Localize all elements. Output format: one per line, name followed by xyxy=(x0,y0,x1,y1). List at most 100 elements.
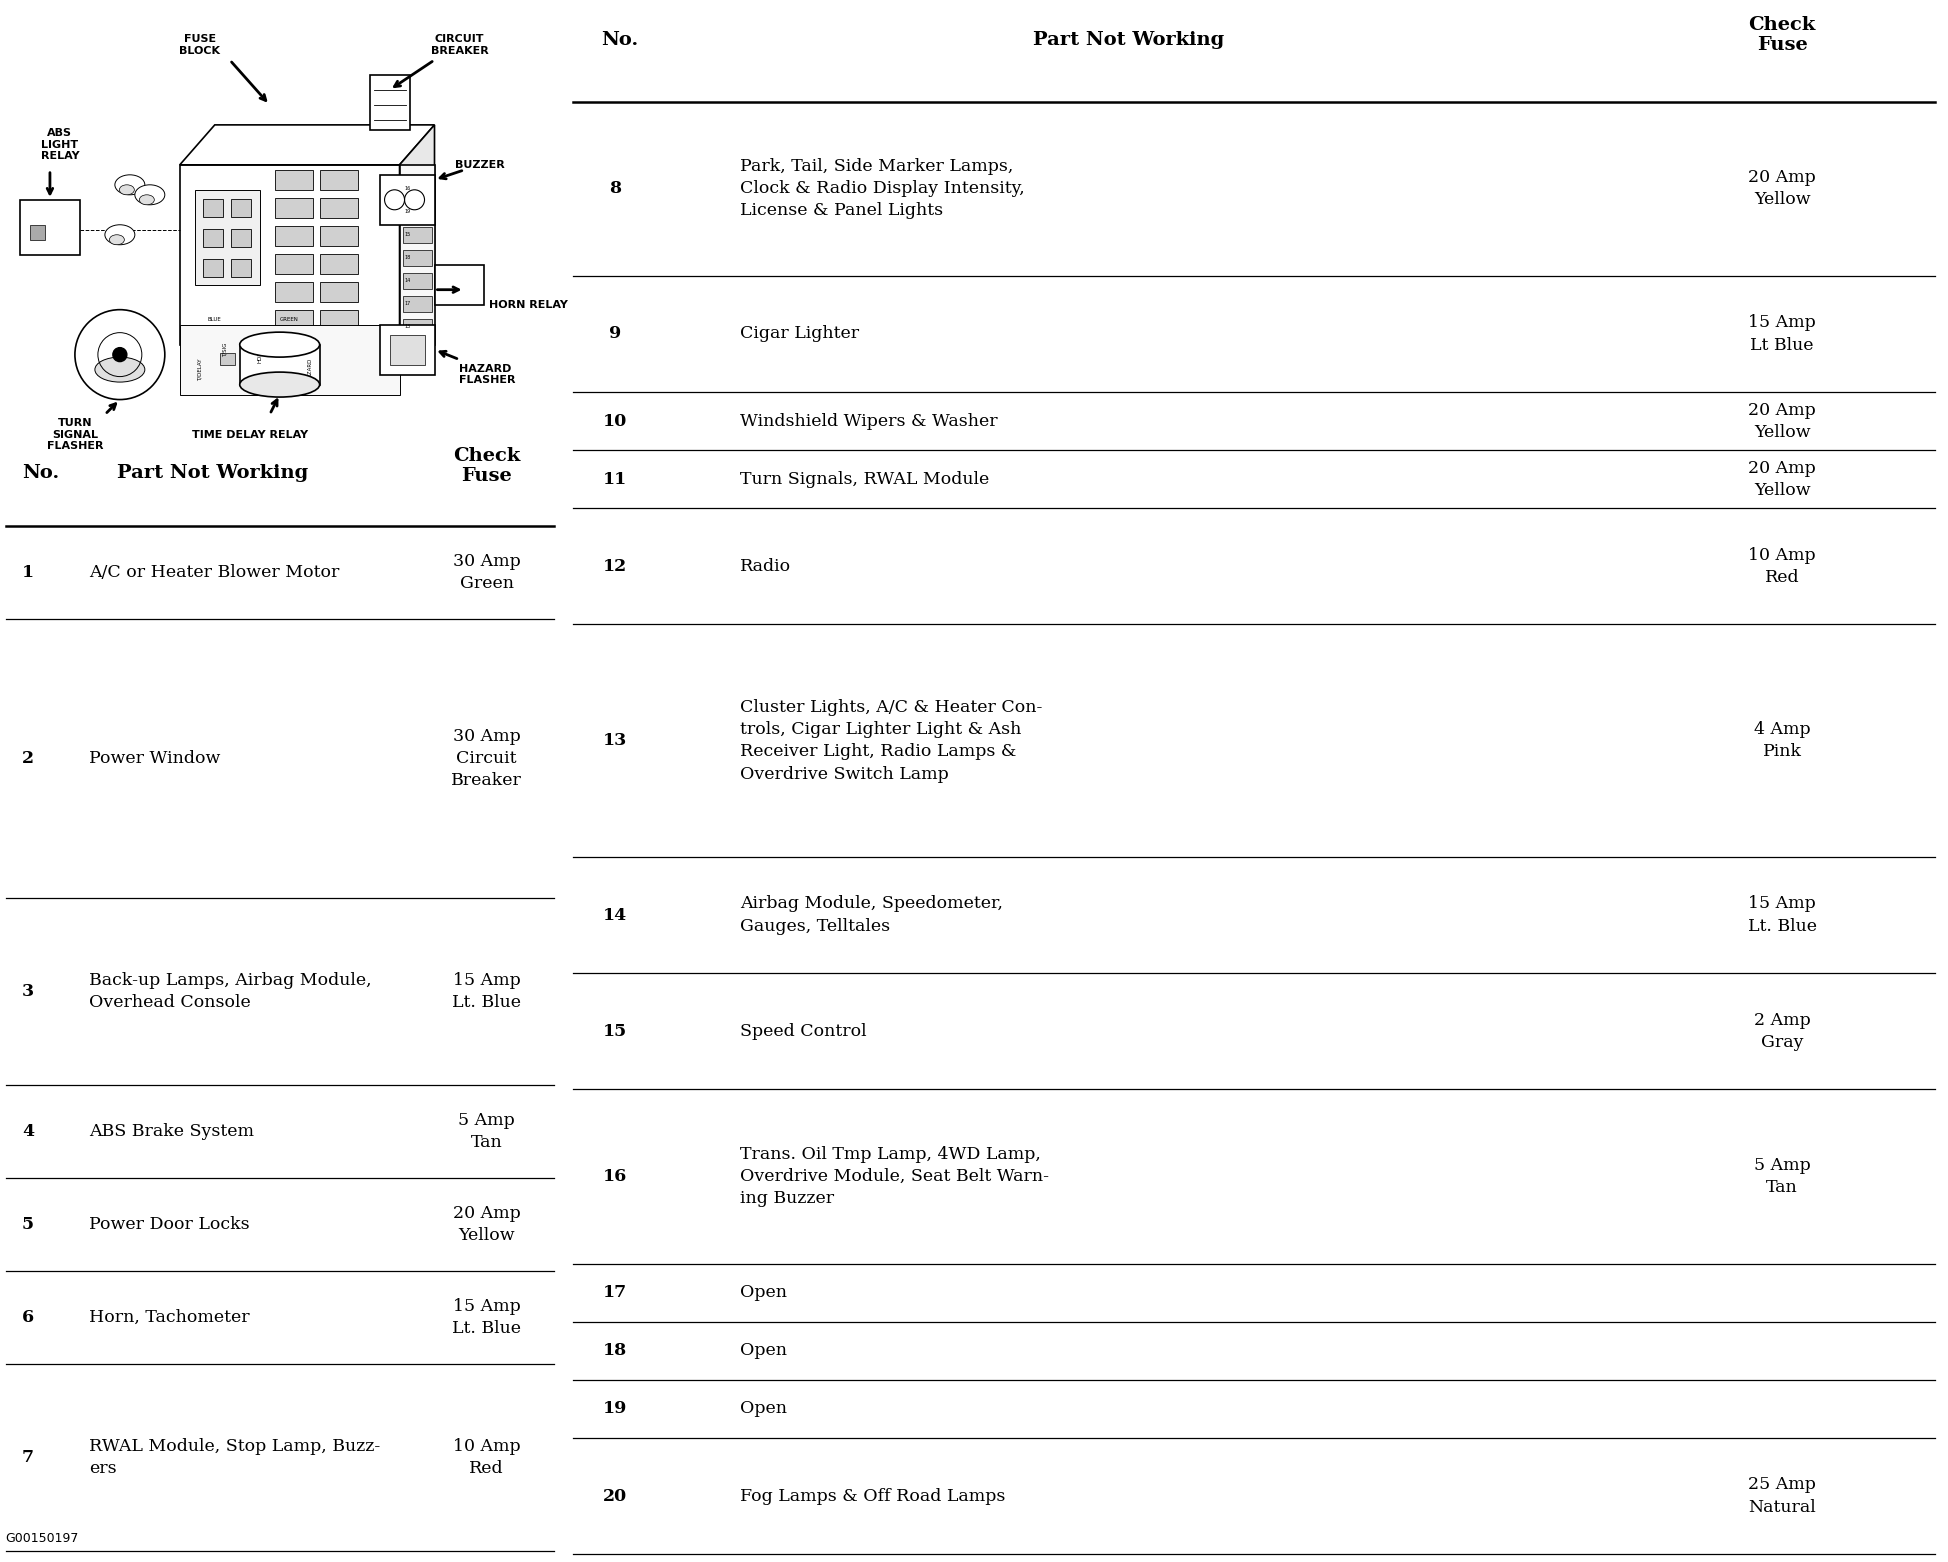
Text: 25 Amp
Natural: 25 Amp Natural xyxy=(1747,1476,1816,1515)
Bar xyxy=(319,253,356,273)
Bar xyxy=(319,226,356,245)
Text: 19: 19 xyxy=(602,1401,627,1417)
Text: 15 Amp
Lt. Blue: 15 Amp Lt. Blue xyxy=(1747,895,1816,934)
Text: 18: 18 xyxy=(405,255,411,261)
Bar xyxy=(319,309,356,330)
Text: Part Not Working: Part Not Working xyxy=(1032,31,1223,50)
Bar xyxy=(403,295,431,312)
Text: 10 Amp
Red: 10 Amp Red xyxy=(452,1439,520,1478)
Text: Turn Signals, RWAL Module: Turn Signals, RWAL Module xyxy=(740,470,990,487)
Text: HORN RELAY: HORN RELAY xyxy=(489,300,569,309)
Text: TURN
SIGNAL
FLASHER: TURN SIGNAL FLASHER xyxy=(47,419,103,451)
Text: 18: 18 xyxy=(602,1342,627,1359)
Text: Open: Open xyxy=(740,1401,787,1417)
Ellipse shape xyxy=(105,225,134,245)
Text: 2: 2 xyxy=(21,750,33,767)
Text: 16: 16 xyxy=(602,1168,627,1186)
Text: Cigar Lighter: Cigar Lighter xyxy=(740,325,859,342)
Text: 1: 1 xyxy=(21,564,33,581)
Text: TIME DELAY RELAY: TIME DELAY RELAY xyxy=(191,430,308,439)
Text: GREEN: GREEN xyxy=(281,317,298,322)
Bar xyxy=(230,228,251,247)
Bar xyxy=(275,253,312,273)
Text: 10: 10 xyxy=(602,412,627,430)
Text: 5 Amp
Tan: 5 Amp Tan xyxy=(458,1112,514,1151)
Text: HAZARD: HAZARD xyxy=(308,358,312,381)
Text: 20: 20 xyxy=(602,1487,627,1504)
Ellipse shape xyxy=(240,372,319,397)
Text: Power Door Locks: Power Door Locks xyxy=(90,1217,249,1232)
Bar xyxy=(203,259,222,276)
Bar xyxy=(370,75,409,130)
Text: 17: 17 xyxy=(405,301,411,306)
Text: FUSE
BLOCK: FUSE BLOCK xyxy=(179,34,220,56)
Bar xyxy=(275,170,312,191)
Bar xyxy=(195,191,259,284)
Text: 4 Amp
Pink: 4 Amp Pink xyxy=(1753,722,1810,761)
Text: No.: No. xyxy=(600,31,639,50)
Text: 15 Amp
Lt. Blue: 15 Amp Lt. Blue xyxy=(452,972,520,1011)
Bar xyxy=(240,345,319,384)
Bar xyxy=(403,181,431,197)
Text: 12: 12 xyxy=(602,558,627,575)
Bar xyxy=(203,228,222,247)
Text: 14: 14 xyxy=(405,278,411,283)
Text: 13: 13 xyxy=(602,733,627,750)
Bar xyxy=(380,325,434,375)
Text: Open: Open xyxy=(740,1284,787,1301)
Text: ABS Brake System: ABS Brake System xyxy=(90,1123,255,1140)
Bar xyxy=(403,226,431,242)
Bar xyxy=(434,264,485,305)
Bar xyxy=(403,319,431,334)
Bar xyxy=(269,358,284,370)
Bar xyxy=(275,198,312,217)
Text: 3: 3 xyxy=(21,982,33,1000)
Text: 20 Amp
Yellow: 20 Amp Yellow xyxy=(1747,169,1816,208)
Bar xyxy=(29,225,45,239)
Text: Airbag Module, Speedometer,
Gauges, Telltales: Airbag Module, Speedometer, Gauges, Tell… xyxy=(740,895,1003,934)
Text: T/DELAY: T/DELAY xyxy=(197,358,203,381)
Bar xyxy=(319,198,356,217)
Bar xyxy=(230,259,251,276)
Text: 20 Amp
Yellow: 20 Amp Yellow xyxy=(1747,401,1816,440)
Polygon shape xyxy=(399,125,434,345)
Text: 13: 13 xyxy=(405,325,411,330)
Ellipse shape xyxy=(115,175,144,195)
Text: ABS
LIGHT
RELAY: ABS LIGHT RELAY xyxy=(41,128,80,161)
Bar xyxy=(319,281,356,301)
Text: T/SIG: T/SIG xyxy=(222,342,228,356)
Text: Back-up Lamps, Airbag Module,
Overhead Console: Back-up Lamps, Airbag Module, Overhead C… xyxy=(90,972,372,1011)
Text: 20 Amp
Yellow: 20 Amp Yellow xyxy=(1747,459,1816,498)
Text: 6: 6 xyxy=(21,1309,33,1326)
Text: 16: 16 xyxy=(405,186,411,191)
Bar xyxy=(403,250,431,266)
Text: CIRCUIT
BREAKER: CIRCUIT BREAKER xyxy=(431,34,489,56)
Text: Radio: Radio xyxy=(740,558,791,575)
Text: HAZARD
FLASHER: HAZARD FLASHER xyxy=(460,364,516,386)
Bar xyxy=(220,353,234,364)
Text: Park, Tail, Side Marker Lamps,
Clock & Radio Display Intensity,
License & Panel : Park, Tail, Side Marker Lamps, Clock & R… xyxy=(740,158,1025,219)
Bar xyxy=(179,166,399,345)
Text: 2 Amp
Gray: 2 Amp Gray xyxy=(1753,1012,1810,1051)
Text: Part Not Working: Part Not Working xyxy=(117,464,308,481)
Bar xyxy=(275,281,312,301)
Bar xyxy=(230,198,251,217)
Bar xyxy=(179,325,399,395)
Text: 15 Amp
Lt. Blue: 15 Amp Lt. Blue xyxy=(452,1298,520,1337)
Text: 11: 11 xyxy=(602,470,627,487)
Bar xyxy=(380,175,434,225)
Text: 17: 17 xyxy=(602,1284,627,1301)
Text: 10 Amp
Red: 10 Amp Red xyxy=(1747,547,1816,586)
Text: Windshield Wipers & Washer: Windshield Wipers & Washer xyxy=(740,412,997,430)
Text: Open: Open xyxy=(740,1342,787,1359)
Text: Horn, Tachometer: Horn, Tachometer xyxy=(90,1309,249,1326)
Ellipse shape xyxy=(109,234,125,245)
Bar xyxy=(403,273,431,289)
Bar xyxy=(275,226,312,245)
Bar xyxy=(294,362,310,375)
Text: BLUE: BLUE xyxy=(208,317,222,322)
Text: HORN: HORN xyxy=(257,347,263,362)
Text: G00150197: G00150197 xyxy=(6,1532,80,1545)
Polygon shape xyxy=(179,125,434,166)
Text: 5 Amp
Tan: 5 Amp Tan xyxy=(1753,1157,1810,1196)
